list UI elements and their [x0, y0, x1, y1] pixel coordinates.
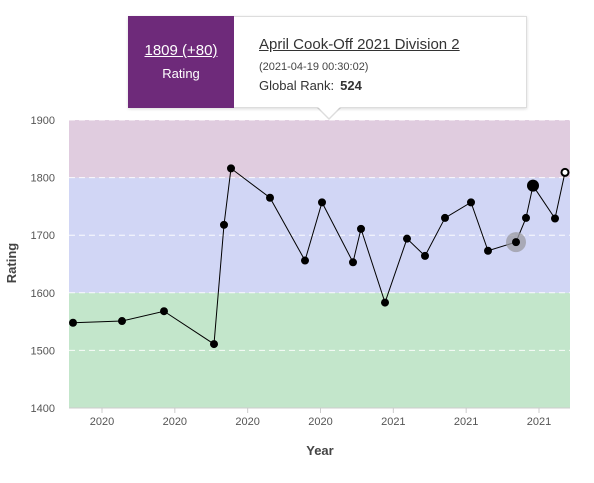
y-tick-label-0: 1400: [31, 403, 55, 415]
x-tick-label-6: 2021: [527, 416, 551, 428]
rating-point-12: [403, 234, 411, 243]
rating-point-5: [227, 164, 235, 173]
y-tick-label-2: 1600: [31, 288, 55, 300]
contest-tooltip: 1809 (+80) Rating April Cook-Off 2021 Di…: [128, 16, 527, 108]
rating-point-19: [527, 179, 539, 192]
y-tick-label-3: 1700: [31, 230, 55, 242]
rating-point-1: [118, 317, 126, 326]
rating-series: [72, 167, 566, 345]
tooltip-global-rank: Global Rank: 524: [259, 78, 460, 93]
y-tick-label-1: 1500: [31, 345, 55, 357]
x-tick-label-1: 2020: [163, 416, 187, 428]
rating-point-2: [160, 307, 168, 316]
rating-point-11: [381, 298, 389, 307]
tooltip-contest-name[interactable]: April Cook-Off 2021 Division 2: [259, 36, 460, 53]
tooltip-rating-panel: 1809 (+80) Rating: [128, 16, 234, 108]
tooltip-contest-panel: April Cook-Off 2021 Division 2 (2021-04-…: [259, 36, 460, 93]
grid-lines: [69, 119, 570, 351]
tooltip-rating-label: Rating: [162, 66, 200, 81]
y-axis-ticks: 1400 1500 1600 1700 1800 1900: [31, 115, 55, 415]
rating-point-20: [551, 214, 559, 223]
x-tick-label-0: 2020: [90, 416, 114, 428]
tooltip-arrow: [318, 107, 340, 118]
rating-point-14: [441, 213, 449, 222]
rating-points: [69, 164, 570, 349]
y-axis-title: Rating: [4, 243, 19, 284]
rating-point-13: [421, 251, 429, 260]
rating-point-15: [467, 198, 475, 207]
rating-point-8: [318, 198, 326, 207]
rating-line: [72, 167, 566, 345]
x-tick-label-2: 2020: [235, 416, 259, 428]
tooltip-contest-date: (2021-04-19 00:30:02): [259, 61, 369, 73]
rating-point-9: [349, 258, 357, 267]
rating-band-2: [69, 120, 570, 178]
x-axis-title: Year: [306, 443, 333, 458]
rating-point-4: [220, 220, 228, 229]
rating-point-6: [266, 193, 274, 202]
y-tick-label-4: 1800: [31, 173, 55, 185]
rating-point-10: [357, 224, 365, 233]
x-tick-label-4: 2021: [381, 416, 405, 428]
y-tick-label-5: 1900: [31, 115, 55, 127]
tooltip-rank-value: 524: [340, 78, 362, 93]
tooltip-rank-label: Global Rank:: [259, 78, 335, 93]
rating-bands: [69, 120, 570, 408]
tooltip-rating-value[interactable]: 1809 (+80): [144, 42, 218, 59]
rating-point-3: [210, 340, 218, 349]
x-tick-label-3: 2020: [308, 416, 332, 428]
rating-point-18: [522, 213, 530, 222]
x-tick-label-5: 2021: [454, 416, 478, 428]
rating-point-16: [484, 246, 492, 255]
rating-point-17: [512, 238, 520, 247]
rating-point-0: [69, 318, 77, 327]
rating-point-7: [301, 256, 309, 265]
x-axis-ticks: 2020 2020 2020 2020 2021 2021 2021: [90, 408, 551, 428]
rating-point-21: [560, 167, 570, 177]
